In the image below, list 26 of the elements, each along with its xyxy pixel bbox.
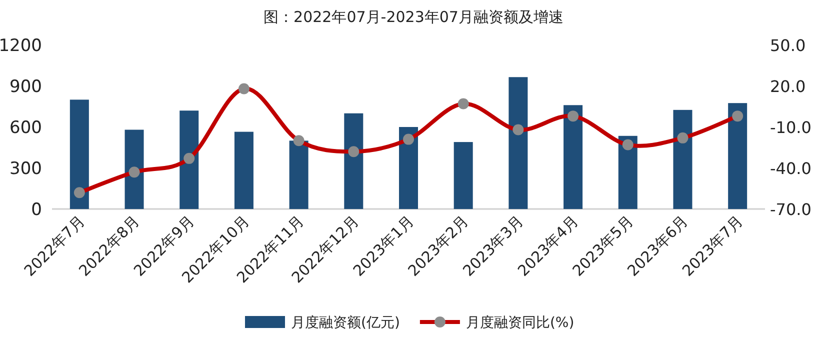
y2-tick-label: -40.0	[770, 159, 812, 178]
bar	[564, 105, 583, 209]
bar	[70, 100, 89, 209]
bar	[618, 136, 638, 209]
bar	[673, 110, 692, 209]
y-tick-label: 300	[10, 159, 42, 179]
y-tick-label: 1200	[0, 36, 42, 56]
bar	[124, 130, 144, 209]
y2-tick-label: 20.0	[770, 77, 806, 96]
y-tick-label: 600	[10, 118, 42, 138]
legend-label: 月度融资额(亿元)	[291, 315, 400, 331]
bar	[508, 77, 528, 209]
bar	[399, 127, 418, 209]
y2-tick-label: -10.0	[770, 118, 812, 137]
y-tick-label: 900	[10, 77, 42, 97]
chart-title: 图：2022年07月-2023年07月融资额及增速	[264, 8, 564, 26]
y2-tick-label: 50.0	[770, 36, 806, 55]
bar	[234, 132, 254, 209]
bar	[180, 110, 199, 209]
y-tick-label: 0	[31, 200, 42, 220]
y2-tick-label: -70.0	[770, 200, 812, 219]
legend-label: 月度融资同比(%)	[466, 315, 574, 331]
bar	[454, 142, 473, 209]
bar	[728, 103, 748, 209]
bar	[289, 140, 308, 209]
bar	[344, 113, 364, 209]
